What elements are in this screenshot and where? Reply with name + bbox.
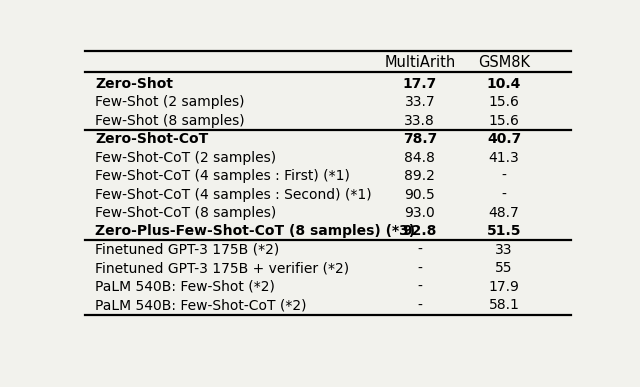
Text: 15.6: 15.6	[489, 114, 520, 128]
Text: 33.7: 33.7	[404, 95, 435, 109]
Text: -: -	[417, 262, 422, 276]
Text: -: -	[502, 169, 506, 183]
Text: Few-Shot (8 samples): Few-Shot (8 samples)	[95, 114, 244, 128]
Text: 40.7: 40.7	[487, 132, 521, 146]
Text: 55: 55	[495, 262, 513, 276]
Text: GSM8K: GSM8K	[478, 55, 530, 70]
Text: 48.7: 48.7	[489, 206, 520, 220]
Text: Few-Shot-CoT (2 samples): Few-Shot-CoT (2 samples)	[95, 151, 276, 164]
Text: 41.3: 41.3	[489, 151, 520, 164]
Text: Few-Shot-CoT (4 samples : First) (*1): Few-Shot-CoT (4 samples : First) (*1)	[95, 169, 349, 183]
Text: Finetuned GPT-3 175B (*2): Finetuned GPT-3 175B (*2)	[95, 243, 279, 257]
Text: 51.5: 51.5	[487, 224, 522, 238]
Text: 33: 33	[495, 243, 513, 257]
Text: -: -	[502, 188, 506, 202]
Text: 10.4: 10.4	[487, 77, 521, 91]
Text: 89.2: 89.2	[404, 169, 435, 183]
Text: Finetuned GPT-3 175B + verifier (*2): Finetuned GPT-3 175B + verifier (*2)	[95, 262, 349, 276]
Text: 92.8: 92.8	[403, 224, 437, 238]
Text: 33.8: 33.8	[404, 114, 435, 128]
Text: Zero-Shot: Zero-Shot	[95, 77, 173, 91]
Text: -: -	[417, 243, 422, 257]
Text: 78.7: 78.7	[403, 132, 437, 146]
Text: -: -	[417, 280, 422, 294]
Text: -: -	[417, 298, 422, 312]
Text: Few-Shot (2 samples): Few-Shot (2 samples)	[95, 95, 244, 109]
Text: 17.9: 17.9	[489, 280, 520, 294]
Text: PaLM 540B: Few-Shot-CoT (*2): PaLM 540B: Few-Shot-CoT (*2)	[95, 298, 307, 312]
Text: Few-Shot-CoT (8 samples): Few-Shot-CoT (8 samples)	[95, 206, 276, 220]
Text: 90.5: 90.5	[404, 188, 435, 202]
Text: 58.1: 58.1	[489, 298, 520, 312]
Text: 84.8: 84.8	[404, 151, 435, 164]
Text: 17.7: 17.7	[403, 77, 437, 91]
Text: MultiArith: MultiArith	[384, 55, 456, 70]
Text: 93.0: 93.0	[404, 206, 435, 220]
Text: Zero-Shot-CoT: Zero-Shot-CoT	[95, 132, 208, 146]
Text: 15.6: 15.6	[489, 95, 520, 109]
Text: Zero-Plus-Few-Shot-CoT (8 samples) (*3): Zero-Plus-Few-Shot-CoT (8 samples) (*3)	[95, 224, 415, 238]
Text: Few-Shot-CoT (4 samples : Second) (*1): Few-Shot-CoT (4 samples : Second) (*1)	[95, 188, 371, 202]
Text: PaLM 540B: Few-Shot (*2): PaLM 540B: Few-Shot (*2)	[95, 280, 275, 294]
